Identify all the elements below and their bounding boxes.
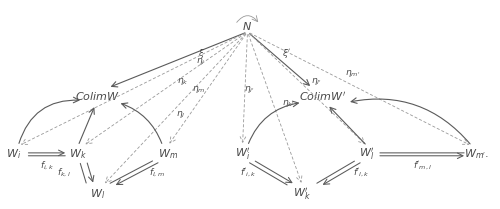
Text: $\eta_m$: $\eta_m$ — [192, 84, 205, 95]
Text: $\eta_{k'}$: $\eta_{k'}$ — [282, 98, 296, 109]
Text: $\eta_l$: $\eta_l$ — [176, 109, 185, 120]
Text: $W_m$: $W_m$ — [158, 147, 178, 161]
Text: $\mathit{ColimW}$: $\mathit{ColimW}$ — [76, 90, 120, 102]
Text: $f_{l,m}$: $f_{l,m}$ — [148, 167, 164, 179]
Text: $\eta_{m'}$: $\eta_{m'}$ — [345, 68, 360, 79]
Text: $f_{k,l}$: $f_{k,l}$ — [58, 167, 71, 179]
Text: $\xi$: $\xi$ — [198, 47, 205, 60]
Text: $\eta_i$: $\eta_i$ — [196, 56, 205, 67]
Text: $W_i'$: $W_i'$ — [234, 146, 250, 162]
Text: $N$: $N$ — [242, 20, 252, 32]
Text: $f_{i,k}$: $f_{i,k}$ — [40, 160, 54, 172]
Text: $f'_{l,k}$: $f'_{l,k}$ — [352, 167, 370, 179]
Text: $W_l'$: $W_l'$ — [360, 146, 375, 162]
Text: $W_k'$: $W_k'$ — [294, 186, 311, 202]
Text: $\eta_{i'}$: $\eta_{i'}$ — [244, 84, 256, 95]
Text: $W_l$: $W_l$ — [90, 187, 106, 201]
Text: $W_{m'}.$: $W_{m'}.$ — [464, 147, 489, 161]
Text: $\eta_{l'}$: $\eta_{l'}$ — [311, 76, 322, 87]
Text: $W_k$: $W_k$ — [69, 147, 87, 161]
Text: $W_i$: $W_i$ — [6, 147, 20, 161]
Text: $\xi'$: $\xi'$ — [282, 47, 292, 60]
Text: $\mathit{ColimW'}$: $\mathit{ColimW'}$ — [298, 90, 346, 103]
Text: $f'_{i,k}$: $f'_{i,k}$ — [240, 167, 257, 179]
Text: $\eta_k$: $\eta_k$ — [176, 76, 188, 87]
Text: $f'_{m,l}$: $f'_{m,l}$ — [412, 160, 432, 172]
